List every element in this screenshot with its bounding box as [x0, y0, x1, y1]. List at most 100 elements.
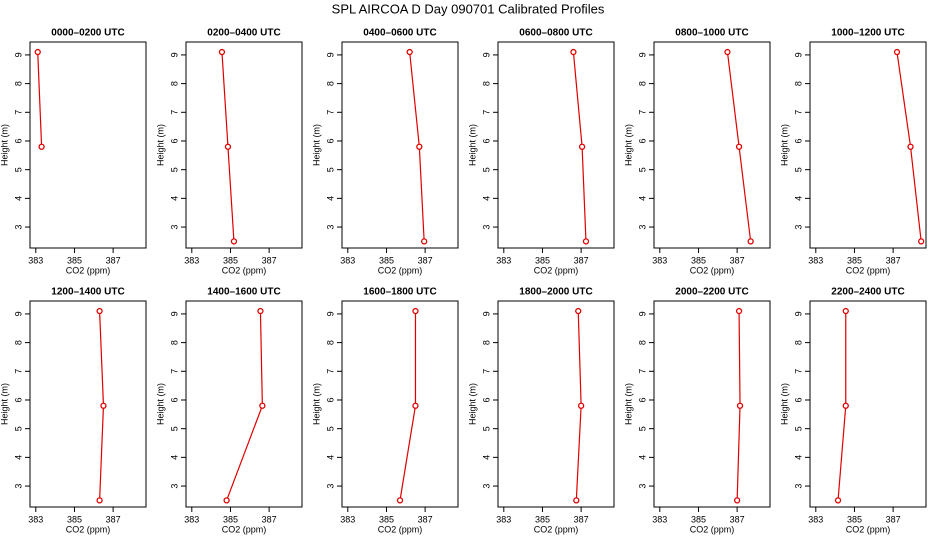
data-point: [573, 497, 580, 504]
y-tick-label: 9: [13, 311, 23, 316]
y-tick-label: 3: [13, 225, 23, 230]
x-tick-label: 385: [223, 255, 238, 265]
y-tick-label: 7: [637, 110, 647, 115]
y-tick-label: 8: [13, 81, 23, 86]
y-axis-label: Height (m): [0, 124, 9, 166]
panel-title: 0800–1000 UTC: [675, 28, 748, 39]
data-point: [577, 402, 585, 409]
y-axis-label: Height (m): [311, 124, 321, 166]
y-tick-label: 8: [13, 340, 23, 345]
x-tick-label: 383: [496, 514, 511, 524]
data-point: [834, 497, 842, 504]
y-tick-label: 9: [481, 311, 491, 316]
x-tick-label: 383: [808, 514, 823, 524]
y-axis-label: Height (m): [311, 383, 321, 425]
y-tick-label: 8: [793, 340, 803, 345]
y-axis-label: Height (m): [467, 383, 477, 425]
y-axis-label: Height (m): [623, 124, 633, 166]
plot-frame: [185, 300, 303, 508]
x-tick-label: 387: [262, 255, 277, 265]
x-axis-label: CO2 (ppm): [378, 265, 423, 275]
y-axis-label: Height (m): [155, 124, 165, 166]
y-axis-label: Height (m): [779, 124, 789, 166]
data-point: [96, 497, 103, 504]
y-tick-label: 9: [169, 52, 179, 57]
plot-frame: [29, 300, 147, 508]
data-point: [421, 238, 428, 245]
x-tick-label: 385: [535, 255, 550, 265]
y-tick-label: 4: [637, 455, 647, 460]
data-point: [575, 307, 582, 315]
data-point: [416, 143, 423, 150]
data-point: [412, 307, 419, 315]
x-tick-label: 383: [340, 255, 355, 265]
data-point: [38, 143, 45, 150]
x-tick-label: 385: [847, 255, 862, 265]
y-tick-label: 7: [325, 369, 335, 374]
y-axis-label: Height (m): [467, 124, 477, 166]
x-tick-label: 385: [223, 514, 238, 524]
profile-line: [37, 52, 43, 147]
plot-frame: [341, 300, 459, 508]
y-tick-label: 5: [325, 167, 335, 172]
panel-title: 2200–2400 UTC: [831, 287, 904, 298]
data-point: [733, 497, 741, 504]
x-tick-label: 385: [67, 514, 82, 524]
y-tick-label: 6: [481, 397, 491, 402]
x-tick-label: 385: [691, 514, 706, 524]
plot-frame: [497, 41, 615, 249]
y-tick-label: 7: [13, 110, 23, 115]
x-tick-label: 387: [730, 255, 745, 265]
panel-title: 0200–0400 UTC: [207, 28, 280, 39]
y-tick-label: 7: [325, 110, 335, 115]
y-tick-label: 5: [13, 167, 23, 172]
data-point: [842, 307, 849, 315]
x-axis-label: CO2 (ppm): [690, 265, 735, 275]
plot-frame: [341, 41, 459, 249]
y-tick-label: 3: [13, 484, 23, 489]
data-point: [224, 143, 232, 150]
y-tick-label: 7: [169, 369, 179, 374]
data-point: [230, 238, 238, 245]
y-tick-label: 4: [325, 196, 335, 201]
x-tick-label: 387: [886, 514, 901, 524]
y-tick-label: 7: [13, 369, 23, 374]
y-tick-label: 9: [793, 52, 803, 57]
x-axis-label: CO2 (ppm): [66, 265, 111, 275]
y-tick-label: 6: [637, 397, 647, 402]
y-tick-label: 7: [637, 369, 647, 374]
y-tick-label: 4: [793, 455, 803, 460]
y-tick-label: 3: [325, 225, 335, 230]
x-axis-label: CO2 (ppm): [846, 524, 891, 534]
y-tick-label: 4: [481, 455, 491, 460]
x-tick-label: 383: [184, 514, 199, 524]
x-tick-label: 383: [28, 255, 43, 265]
y-tick-label: 5: [637, 426, 647, 431]
y-tick-label: 3: [481, 225, 491, 230]
y-tick-label: 6: [793, 397, 803, 402]
plot-frame: [185, 41, 303, 249]
panel-title: 1400–1600 UTC: [207, 287, 280, 298]
data-point: [396, 497, 404, 504]
y-tick-label: 8: [481, 81, 491, 86]
plot-frame: [653, 41, 771, 249]
x-axis-label: CO2 (ppm): [690, 524, 735, 534]
x-tick-label: 387: [886, 255, 901, 265]
data-point: [842, 402, 849, 409]
y-tick-label: 4: [169, 455, 179, 460]
x-tick-label: 383: [184, 255, 199, 265]
data-point: [257, 307, 264, 315]
panel-title: 1600–1800 UTC: [363, 287, 436, 298]
x-tick-label: 385: [379, 514, 394, 524]
y-tick-label: 7: [793, 369, 803, 374]
x-axis-label: CO2 (ppm): [66, 524, 111, 534]
data-point: [893, 48, 901, 56]
data-point: [223, 497, 230, 504]
y-tick-label: 3: [169, 225, 179, 230]
y-tick-label: 4: [481, 196, 491, 201]
y-axis-label: Height (m): [623, 383, 633, 425]
y-tick-label: 5: [793, 426, 803, 431]
x-tick-label: 387: [418, 255, 433, 265]
data-point: [735, 143, 743, 150]
